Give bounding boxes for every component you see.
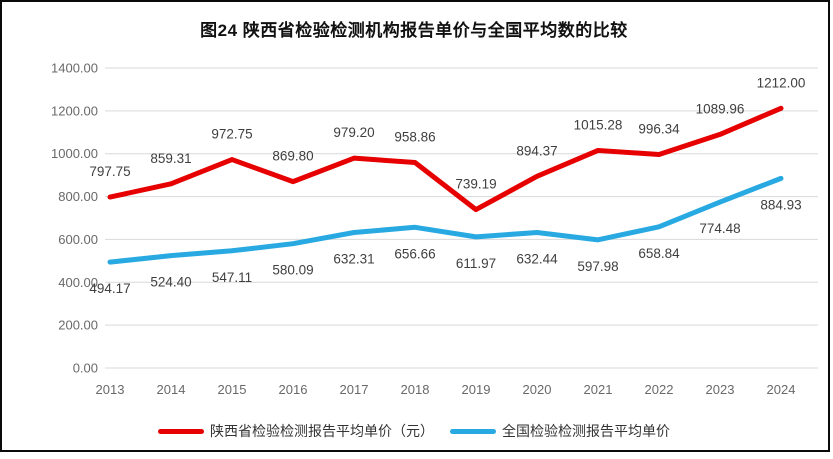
y-axis-tick-label: 0.00	[73, 361, 98, 376]
data-label: 972.75	[211, 127, 252, 142]
data-label: 859.31	[150, 151, 191, 166]
data-label: 580.09	[272, 263, 313, 278]
data-label: 958.86	[394, 130, 435, 145]
data-label: 996.34	[638, 121, 680, 136]
x-axis-tick-label: 2017	[340, 382, 369, 397]
data-label: 869.80	[272, 149, 313, 164]
data-label: 979.20	[333, 125, 374, 140]
data-label: 524.40	[150, 275, 191, 290]
x-axis-tick-label: 2015	[218, 382, 247, 397]
x-axis-tick-label: 2018	[401, 382, 430, 397]
data-label: 739.19	[455, 177, 496, 192]
data-label: 894.37	[516, 143, 557, 158]
data-label: 632.31	[333, 252, 374, 267]
x-axis-tick-label: 2020	[523, 382, 552, 397]
legend-item-national: 全国检验检测报告平均单价	[450, 421, 670, 441]
x-axis-tick-label: 2016	[279, 382, 308, 397]
chart-legend: 陕西省检验检测报告平均单价（元） 全国检验检测报告平均单价	[0, 421, 828, 441]
data-label: 494.17	[89, 281, 130, 296]
series-line-1	[107, 175, 784, 265]
data-label: 597.98	[577, 259, 618, 274]
y-axis-tick-label: 800.00	[58, 189, 98, 204]
data-label: 1015.28	[574, 117, 623, 132]
legend-swatch-red-line	[158, 428, 204, 434]
data-label: 884.93	[760, 197, 801, 212]
x-axis-tick-label: 2021	[584, 382, 613, 397]
data-label: 658.84	[638, 246, 680, 261]
series-line-0	[107, 105, 784, 213]
y-axis-tick-label: 400.00	[58, 275, 98, 290]
y-axis-tick-label: 200.00	[58, 318, 98, 333]
x-axis-tick-label: 2019	[462, 382, 491, 397]
x-axis-tick-label: 2023	[706, 382, 735, 397]
data-label: 774.48	[699, 221, 740, 236]
y-axis-tick-label: 1400.00	[51, 61, 98, 76]
x-axis-tick-label: 2013	[96, 382, 125, 397]
data-label: 632.44	[516, 251, 558, 266]
data-label: 656.66	[394, 246, 435, 261]
legend-label-shaanxi: 陕西省检验检测报告平均单价（元）	[210, 423, 434, 439]
legend-item-shaanxi: 陕西省检验检测报告平均单价（元）	[158, 421, 434, 441]
x-axis-tick-label: 2022	[645, 382, 674, 397]
y-axis-tick-label: 1200.00	[51, 103, 98, 118]
chart-title: 图24 陕西省检验检测机构报告单价与全国平均数的比较	[200, 21, 628, 40]
data-label: 1089.96	[696, 101, 745, 116]
data-label: 547.11	[212, 270, 252, 285]
data-label: 1212.00	[757, 75, 806, 90]
y-axis-tick-label: 600.00	[58, 232, 98, 247]
y-axis-tick-label: 1000.00	[51, 146, 98, 161]
data-label: 797.75	[89, 164, 130, 179]
x-axis-tick-label: 2014	[157, 382, 186, 397]
x-axis-tick-label: 2024	[767, 382, 796, 397]
legend-label-national: 全国检验检测报告平均单价	[502, 423, 670, 439]
data-label: 611.97	[456, 256, 496, 271]
legend-swatch-blue-line	[450, 428, 496, 434]
